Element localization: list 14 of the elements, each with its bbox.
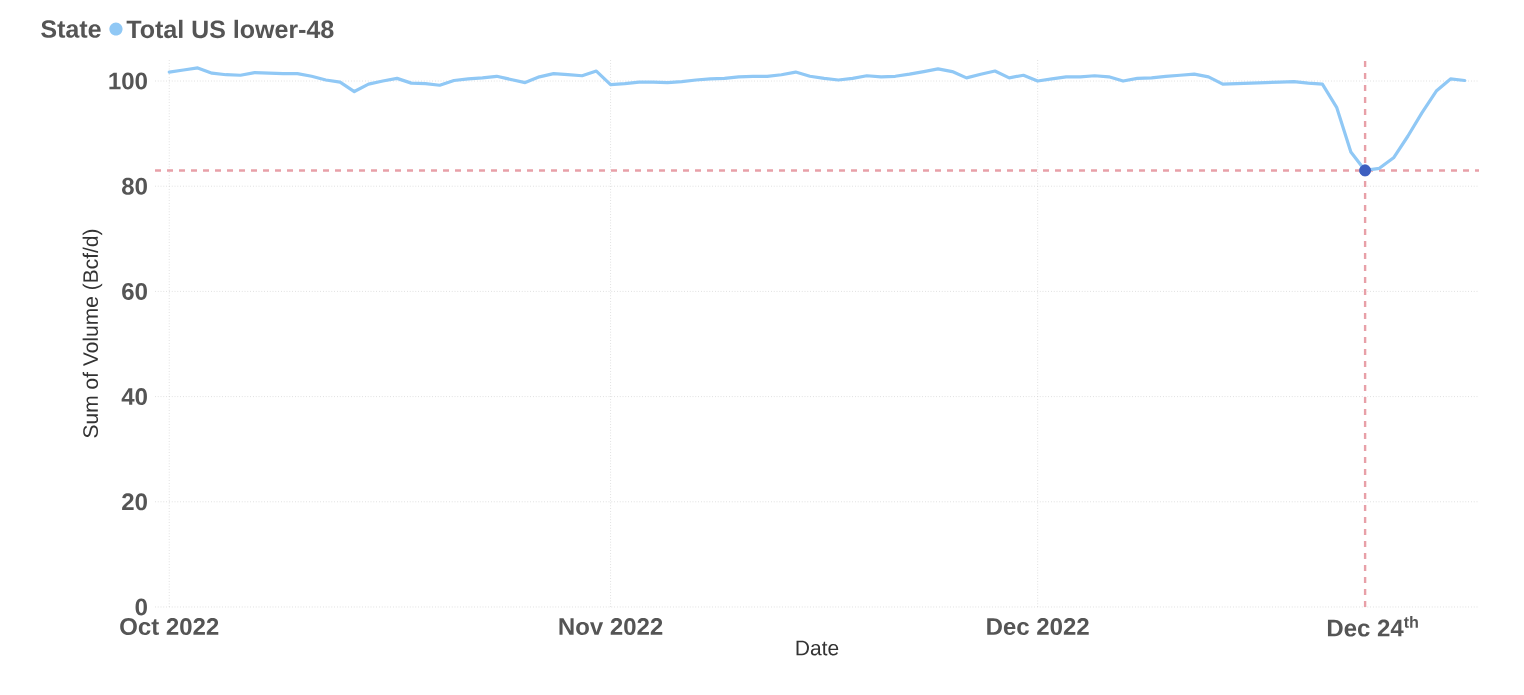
legend-title: State [41,20,101,38]
x-tick-label: Oct 2022 [120,618,219,636]
y-tick-label: 40 [121,388,147,406]
legend-label: Total US lower-48 [126,19,334,39]
y-axis-title: Sum of Volume (Bcf/d) [82,229,103,438]
y-tick-label: 100 [109,72,147,90]
y-tick-label: 80 [122,177,147,195]
x-axis-title: Date [796,640,839,656]
ref-line-label: Dec 24$^{th}$ [1327,616,1418,637]
x-tick-label: Dec 2022 [987,618,1089,636]
x-tick-label: Nov 2022 [559,618,663,636]
y-tick-label: 0 [135,598,147,616]
y-tick-label: 20 [122,493,147,511]
y-tick-label: 60 [122,282,147,300]
